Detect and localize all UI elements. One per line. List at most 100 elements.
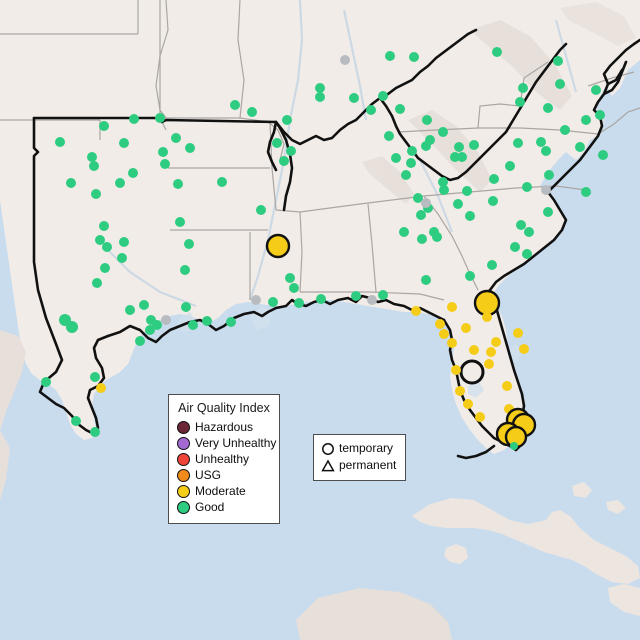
- station-marker[interactable]: [544, 170, 554, 180]
- station-marker[interactable]: [425, 135, 435, 145]
- station-marker[interactable]: [488, 196, 498, 206]
- station-marker[interactable]: [161, 315, 171, 325]
- station-marker[interactable]: [502, 381, 512, 391]
- station-marker[interactable]: [491, 337, 501, 347]
- station-marker[interactable]: [581, 187, 591, 197]
- station-marker[interactable]: [432, 232, 442, 242]
- station-marker[interactable]: [553, 56, 563, 66]
- station-marker[interactable]: [438, 177, 448, 187]
- station-marker[interactable]: [128, 168, 138, 178]
- station-marker[interactable]: [524, 227, 534, 237]
- station-marker[interactable]: [465, 211, 475, 221]
- station-marker[interactable]: [247, 107, 257, 117]
- station-marker[interactable]: [421, 275, 431, 285]
- station-marker[interactable]: [399, 227, 409, 237]
- station-marker[interactable]: [516, 220, 526, 230]
- station-marker[interactable]: [282, 115, 292, 125]
- station-marker[interactable]: [411, 306, 421, 316]
- station-marker[interactable]: [463, 399, 473, 409]
- station-marker[interactable]: [135, 336, 145, 346]
- station-marker[interactable]: [522, 182, 532, 192]
- station-marker[interactable]: [285, 273, 295, 283]
- station-marker[interactable]: [406, 158, 416, 168]
- station-marker[interactable]: [66, 178, 76, 188]
- station-marker[interactable]: [251, 295, 261, 305]
- station-marker[interactable]: [351, 291, 361, 301]
- station-marker[interactable]: [473, 289, 501, 317]
- station-marker[interactable]: [421, 198, 431, 208]
- station-marker[interactable]: [447, 302, 457, 312]
- station-marker[interactable]: [180, 265, 190, 275]
- station-marker[interactable]: [125, 305, 135, 315]
- station-marker[interactable]: [407, 146, 417, 156]
- station-marker[interactable]: [129, 114, 139, 124]
- station-marker[interactable]: [91, 189, 101, 199]
- station-marker[interactable]: [513, 138, 523, 148]
- station-marker[interactable]: [96, 383, 106, 393]
- station-marker[interactable]: [505, 161, 515, 171]
- station-marker[interactable]: [90, 372, 100, 382]
- station-marker[interactable]: [541, 146, 551, 156]
- station-marker[interactable]: [518, 83, 528, 93]
- station-marker[interactable]: [265, 233, 291, 259]
- station-marker[interactable]: [55, 137, 65, 147]
- station-marker[interactable]: [461, 323, 471, 333]
- station-marker[interactable]: [349, 93, 359, 103]
- station-marker[interactable]: [315, 92, 325, 102]
- station-marker[interactable]: [184, 239, 194, 249]
- station-marker[interactable]: [100, 263, 110, 273]
- station-marker[interactable]: [536, 137, 546, 147]
- station-marker[interactable]: [438, 127, 448, 137]
- station-marker[interactable]: [160, 159, 170, 169]
- station-marker[interactable]: [454, 142, 464, 152]
- station-marker[interactable]: [366, 105, 376, 115]
- station-marker[interactable]: [453, 199, 463, 209]
- station-marker[interactable]: [268, 297, 278, 307]
- station-marker[interactable]: [119, 138, 129, 148]
- station-marker[interactable]: [99, 221, 109, 231]
- station-markers-layer[interactable]: [41, 47, 608, 450]
- station-marker[interactable]: [316, 294, 326, 304]
- station-marker[interactable]: [378, 91, 388, 101]
- station-marker[interactable]: [217, 177, 227, 187]
- station-marker[interactable]: [469, 345, 479, 355]
- station-marker-temporary[interactable]: [459, 359, 485, 385]
- station-marker[interactable]: [185, 143, 195, 153]
- station-marker[interactable]: [41, 377, 51, 387]
- station-marker[interactable]: [519, 344, 529, 354]
- station-marker[interactable]: [71, 416, 81, 426]
- station-marker[interactable]: [92, 278, 102, 288]
- station-marker[interactable]: [422, 115, 432, 125]
- station-marker[interactable]: [102, 242, 112, 252]
- station-marker[interactable]: [439, 329, 449, 339]
- station-marker[interactable]: [492, 47, 502, 57]
- station-marker[interactable]: [541, 185, 551, 195]
- station-marker[interactable]: [510, 442, 518, 450]
- station-marker[interactable]: [171, 133, 181, 143]
- station-marker[interactable]: [175, 217, 185, 227]
- station-marker[interactable]: [202, 316, 212, 326]
- station-marker[interactable]: [95, 235, 105, 245]
- station-marker[interactable]: [435, 319, 445, 329]
- station-marker[interactable]: [115, 178, 125, 188]
- station-marker[interactable]: [181, 302, 191, 312]
- station-marker[interactable]: [158, 147, 168, 157]
- station-marker[interactable]: [256, 205, 266, 215]
- station-marker[interactable]: [482, 312, 492, 322]
- station-marker[interactable]: [315, 83, 325, 93]
- station-marker[interactable]: [90, 427, 100, 437]
- station-marker[interactable]: [591, 85, 601, 95]
- station-marker[interactable]: [543, 103, 553, 113]
- station-marker[interactable]: [462, 186, 472, 196]
- station-marker[interactable]: [595, 110, 605, 120]
- station-marker[interactable]: [487, 260, 497, 270]
- station-marker[interactable]: [581, 115, 591, 125]
- station-marker[interactable]: [155, 113, 165, 123]
- station-marker[interactable]: [226, 317, 236, 327]
- station-marker[interactable]: [367, 295, 377, 305]
- station-marker[interactable]: [384, 131, 394, 141]
- station-marker[interactable]: [413, 193, 423, 203]
- station-marker[interactable]: [117, 253, 127, 263]
- station-marker[interactable]: [188, 320, 198, 330]
- station-marker[interactable]: [510, 242, 520, 252]
